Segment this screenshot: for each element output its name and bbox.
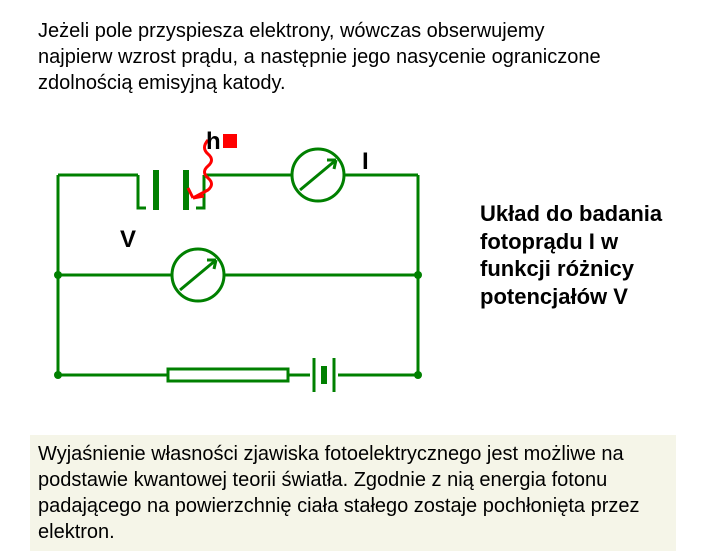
circuit-diagram: h I V bbox=[38, 130, 458, 410]
description-bottom: Wyjaśnienie własności zjawiska fotoelekt… bbox=[30, 435, 676, 551]
description-top: Jeżeli pole przyspiesza elektrony, wówcz… bbox=[38, 18, 618, 96]
caption-right: Układ do badania fotoprądu I w funkcji r… bbox=[480, 200, 695, 310]
nu-square-icon bbox=[223, 134, 237, 148]
v-label: V bbox=[120, 226, 136, 254]
h-label: h bbox=[206, 128, 237, 156]
i-label: I bbox=[362, 148, 369, 176]
